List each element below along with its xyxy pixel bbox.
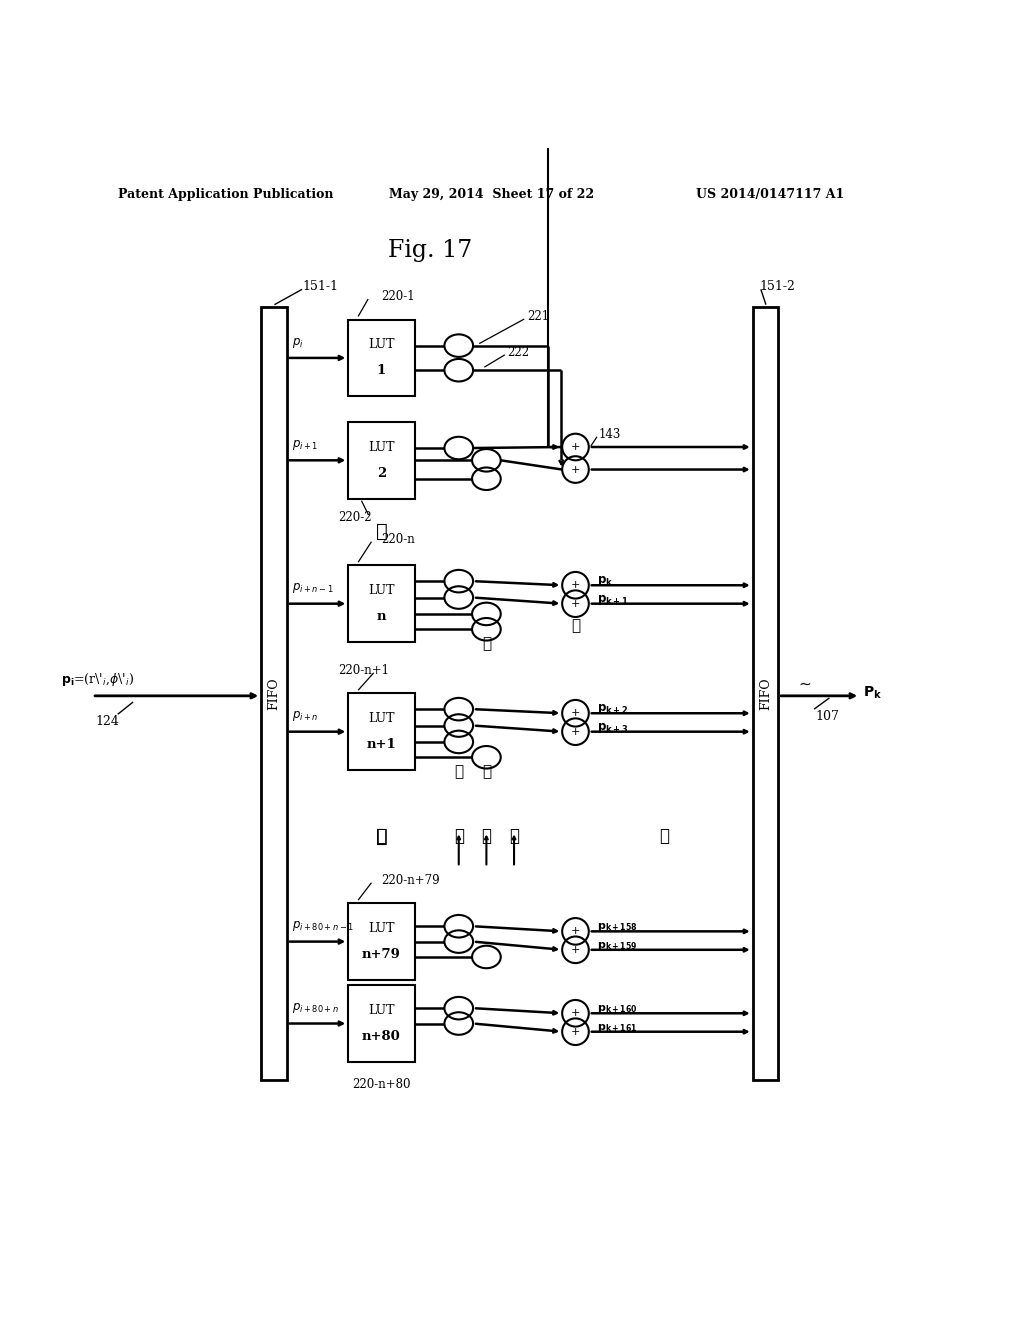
- Text: +: +: [570, 442, 581, 451]
- Text: +: +: [570, 945, 581, 954]
- Text: 220-n+80: 220-n+80: [352, 1078, 411, 1090]
- Text: n+1: n+1: [367, 738, 396, 751]
- Text: 143: 143: [599, 428, 622, 441]
- Text: $\mathbf{P_k}$: $\mathbf{P_k}$: [863, 685, 883, 701]
- Text: +: +: [570, 465, 581, 474]
- Text: $\mathbf{p_{k+158}}$: $\mathbf{p_{k+158}}$: [597, 921, 638, 933]
- Text: 221: 221: [527, 310, 550, 323]
- Text: LUT: LUT: [369, 923, 394, 935]
- Text: 220-n: 220-n: [382, 533, 415, 546]
- Text: ⋮: ⋮: [571, 619, 580, 634]
- Text: 1: 1: [377, 364, 386, 378]
- Text: ⋮: ⋮: [659, 828, 669, 845]
- Text: ⋮: ⋮: [482, 766, 490, 780]
- Bar: [348, 985, 415, 1061]
- Bar: [348, 693, 415, 770]
- Text: 220-n+79: 220-n+79: [382, 874, 440, 887]
- Text: 151-2: 151-2: [760, 280, 796, 293]
- Text: $\mathbf{p_{k+3}}$: $\mathbf{p_{k+3}}$: [597, 721, 628, 735]
- Text: US 2014/0147117 A1: US 2014/0147117 A1: [696, 187, 845, 201]
- Text: ⋮: ⋮: [509, 828, 519, 845]
- Text: +: +: [570, 1008, 581, 1018]
- Text: $p_{i+80+n}$: $p_{i+80+n}$: [292, 1002, 339, 1015]
- Bar: [348, 319, 415, 396]
- Text: 220-1: 220-1: [382, 290, 415, 304]
- Text: FIFO: FIFO: [759, 677, 772, 710]
- Text: 2: 2: [377, 467, 386, 480]
- Text: LUT: LUT: [369, 585, 394, 597]
- Text: +: +: [570, 709, 581, 718]
- Text: ⋮: ⋮: [376, 523, 387, 541]
- Bar: [348, 422, 415, 499]
- Text: $p_{i+n-1}$: $p_{i+n-1}$: [292, 582, 334, 595]
- Bar: [753, 306, 778, 1080]
- Bar: [348, 903, 415, 979]
- Text: $\mathbf{p_i}$=(r\'$_i$,$\phi$\'$_i$): $\mathbf{p_i}$=(r\'$_i$,$\phi$\'$_i$): [61, 671, 134, 688]
- Text: +: +: [570, 927, 581, 936]
- Bar: [348, 565, 415, 642]
- Text: $\mathbf{p_{k+159}}$: $\mathbf{p_{k+159}}$: [597, 940, 638, 952]
- Text: $\sim$: $\sim$: [796, 676, 812, 690]
- Text: $p_i$: $p_i$: [292, 335, 303, 350]
- Text: +: +: [570, 599, 581, 609]
- Text: 107: 107: [815, 710, 840, 723]
- Text: 220-n+1: 220-n+1: [338, 664, 389, 677]
- Text: Fig. 17: Fig. 17: [388, 239, 472, 261]
- Text: $\mathbf{p_{k+1}}$: $\mathbf{p_{k+1}}$: [597, 593, 629, 607]
- Text: 222: 222: [507, 346, 529, 359]
- Text: +: +: [570, 727, 581, 737]
- Text: LUT: LUT: [369, 1005, 394, 1016]
- Text: $\mathbf{p_{k+161}}$: $\mathbf{p_{k+161}}$: [597, 1022, 638, 1034]
- Text: Patent Application Publication: Patent Application Publication: [118, 187, 333, 201]
- Text: ⋮: ⋮: [376, 828, 387, 846]
- Text: $\mathbf{p_k}$: $\mathbf{p_k}$: [597, 574, 613, 589]
- Text: 151-1: 151-1: [302, 280, 338, 293]
- Text: 124: 124: [95, 715, 120, 727]
- Bar: [261, 306, 287, 1080]
- Text: LUT: LUT: [369, 711, 394, 725]
- Text: +: +: [570, 1027, 581, 1036]
- Text: $p_{i+1}$: $p_{i+1}$: [292, 438, 318, 453]
- Text: $p_{i+80+n-1}$: $p_{i+80+n-1}$: [292, 920, 354, 933]
- Text: LUT: LUT: [369, 338, 394, 351]
- Text: +: +: [570, 581, 581, 590]
- Text: n+79: n+79: [362, 948, 400, 961]
- Text: ⋮: ⋮: [454, 828, 464, 845]
- Text: n: n: [377, 610, 386, 623]
- Text: 220-2: 220-2: [338, 511, 372, 524]
- Text: May 29, 2014  Sheet 17 of 22: May 29, 2014 Sheet 17 of 22: [389, 187, 594, 201]
- Text: ⋮: ⋮: [377, 828, 386, 845]
- Text: $\mathbf{p_{k+160}}$: $\mathbf{p_{k+160}}$: [597, 1003, 638, 1015]
- Text: ⋮: ⋮: [455, 766, 463, 780]
- Text: FIFO: FIFO: [267, 677, 281, 710]
- Text: ⋮: ⋮: [482, 638, 490, 652]
- Text: ⋮: ⋮: [481, 828, 492, 845]
- Text: $p_{i+n}$: $p_{i+n}$: [292, 709, 318, 723]
- Text: n+80: n+80: [362, 1030, 400, 1043]
- Text: $\mathbf{p_{k+2}}$: $\mathbf{p_{k+2}}$: [597, 702, 628, 717]
- Text: LUT: LUT: [369, 441, 394, 454]
